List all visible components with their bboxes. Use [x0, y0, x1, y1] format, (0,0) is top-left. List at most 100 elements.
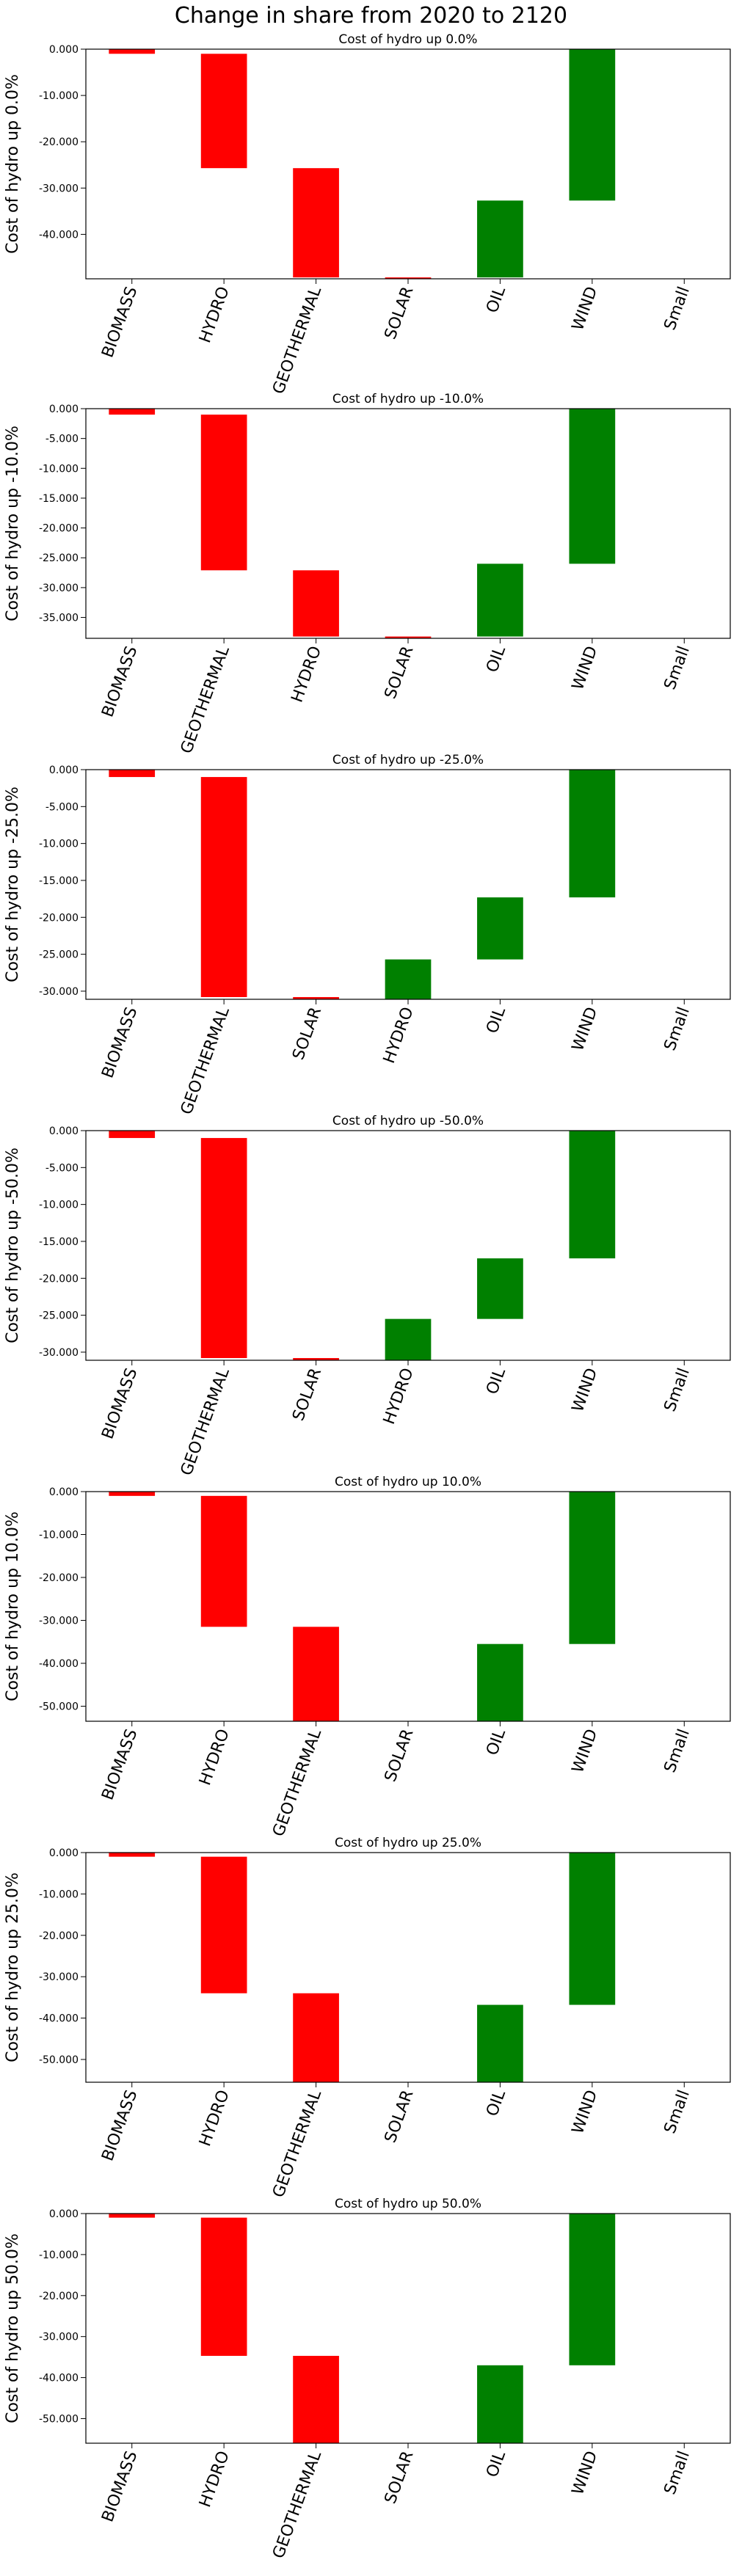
plot-frame	[85, 48, 731, 280]
x-tick-label: GEOTHERMAL	[178, 643, 233, 756]
y-tick-label: -50.000	[39, 1701, 79, 1713]
x-tick-label: BIOMASS	[98, 285, 141, 360]
x-tick-label: HYDRO	[380, 1366, 418, 1427]
x-tick-label: HYDRO	[196, 2449, 233, 2510]
bar-biomass	[109, 49, 156, 54]
y-tick-label: -30.000	[39, 2332, 79, 2343]
bar-geothermal	[200, 777, 247, 997]
y-tick-label: -15.000	[39, 493, 79, 505]
x-tick-label: SOLAR	[289, 1005, 325, 1062]
plot-frame	[85, 1491, 731, 1722]
x-tick-label: WIND	[569, 1366, 602, 1415]
y-tick-label: -20.000	[39, 912, 79, 924]
y-tick-label: -35.000	[39, 613, 79, 624]
bar-oil	[477, 1643, 523, 1721]
bar-hydro	[385, 959, 432, 999]
bar-geothermal	[200, 1138, 247, 1358]
x-tick-label: SOLAR	[289, 1366, 325, 1423]
subplot-title: Cost of hydro up 25.0%	[335, 1836, 481, 1850]
x-tick-label: SOLAR	[382, 2449, 418, 2506]
x-tick-label: HYDRO	[196, 1727, 233, 1788]
x-tick-label: HYDRO	[380, 1005, 418, 1066]
y-tick-label: -40.000	[39, 1658, 79, 1670]
bar-hydro	[293, 570, 339, 637]
bar-oil	[477, 897, 523, 960]
subplot-6: Cost of hydro up 25.0% Cost of hydro up 2…	[4, 1836, 731, 2200]
bar-wind	[569, 1492, 616, 1644]
x-tick-label: OIL	[483, 284, 509, 315]
bar-wind	[569, 49, 616, 201]
bar-oil	[477, 2004, 523, 2082]
x-tick-label: HYDRO	[288, 644, 326, 705]
x-tick-label: HYDRO	[196, 285, 233, 346]
bar-wind	[569, 2214, 616, 2365]
x-tick-label: OIL	[483, 1726, 509, 1758]
y-tick-label: -10.000	[39, 1889, 79, 1900]
y-tick-label: -20.000	[39, 1930, 79, 1942]
y-tick-label: -25.000	[39, 949, 79, 961]
subplot-5: Cost of hydro up 10.0% Cost of hydro up 1…	[4, 1475, 731, 1839]
y-tick-label: -10.000	[39, 1530, 79, 1541]
y-tick-label: -5.000	[46, 1162, 79, 1174]
x-tick-label: OIL	[483, 2448, 509, 2480]
bar-oil	[477, 2365, 523, 2443]
y-tick-label: 0.000	[49, 404, 79, 415]
x-tick-label: Small	[661, 1727, 694, 1776]
x-tick-label: SOLAR	[382, 2088, 418, 2145]
y-tick-label: -25.000	[39, 1310, 79, 1322]
x-tick-label: OIL	[483, 643, 509, 675]
x-tick-label: WIND	[569, 2449, 602, 2497]
bar-hydro	[200, 54, 247, 169]
x-tick-label: Small	[661, 1005, 694, 1054]
x-tick-label: SOLAR	[382, 285, 418, 342]
y-tick-label: 0.000	[49, 44, 79, 56]
y-axis-label: Cost of hydro up -10.0%	[4, 426, 22, 621]
y-tick-label: -30.000	[39, 986, 79, 998]
subplot-title: Cost of hydro up 50.0%	[335, 2197, 481, 2211]
subplot-3: Cost of hydro up -25.0% Cost of hydro up …	[4, 753, 731, 1117]
y-axis-label: Cost of hydro up 10.0%	[4, 1511, 22, 1701]
y-tick-label: 0.000	[49, 2208, 79, 2220]
x-tick-label: SOLAR	[382, 1727, 418, 1784]
y-tick-label: -30.000	[39, 1616, 79, 1627]
y-tick-label: -10.000	[39, 1200, 79, 1211]
x-tick-label: OIL	[483, 2087, 509, 2119]
y-tick-label: -15.000	[39, 875, 79, 887]
bar-wind	[569, 409, 616, 564]
y-tick-label: -10.000	[39, 463, 79, 475]
x-tick-label: WIND	[569, 1005, 602, 1054]
x-tick-label: BIOMASS	[98, 2449, 141, 2525]
x-tick-label: BIOMASS	[98, 1727, 141, 1803]
subplot-title: Cost of hydro up 10.0%	[335, 1475, 481, 1489]
x-tick-label: OIL	[483, 1365, 509, 1397]
x-tick-label: Small	[661, 644, 694, 693]
bar-wind	[569, 1131, 616, 1259]
y-tick-label: -25.000	[39, 552, 79, 564]
x-tick-label: SOLAR	[382, 644, 418, 701]
y-tick-label: -30.000	[39, 1971, 79, 1983]
bar-solar	[293, 1357, 339, 1360]
bar-solar	[385, 277, 432, 279]
bar-biomass	[109, 409, 156, 415]
bar-hydro	[200, 1856, 247, 1993]
x-tick-label: BIOMASS	[98, 2088, 141, 2164]
x-tick-label: GEOTHERMAL	[269, 1726, 325, 1839]
y-axis-label: Cost of hydro up 25.0%	[4, 1872, 22, 2062]
subplot-title: Cost of hydro up -10.0%	[332, 392, 484, 406]
bar-hydro	[200, 2217, 247, 2356]
y-tick-label: -30.000	[39, 183, 79, 194]
bar-wind	[569, 770, 616, 898]
x-tick-label: Small	[661, 2088, 694, 2137]
y-axis-label: Cost of hydro up 0.0%	[4, 74, 22, 254]
y-tick-label: -10.000	[39, 2250, 79, 2261]
subplot-title: Cost of hydro up -25.0%	[332, 753, 484, 767]
x-tick-label: WIND	[569, 644, 602, 693]
bar-hydro	[200, 1495, 247, 1627]
y-tick-label: 0.000	[49, 765, 79, 776]
y-tick-label: 0.000	[49, 1847, 79, 1859]
x-tick-label: WIND	[569, 285, 602, 333]
x-tick-label: GEOTHERMAL	[178, 1365, 233, 1478]
bar-biomass	[109, 1492, 156, 1496]
y-tick-label: -20.000	[39, 136, 79, 148]
